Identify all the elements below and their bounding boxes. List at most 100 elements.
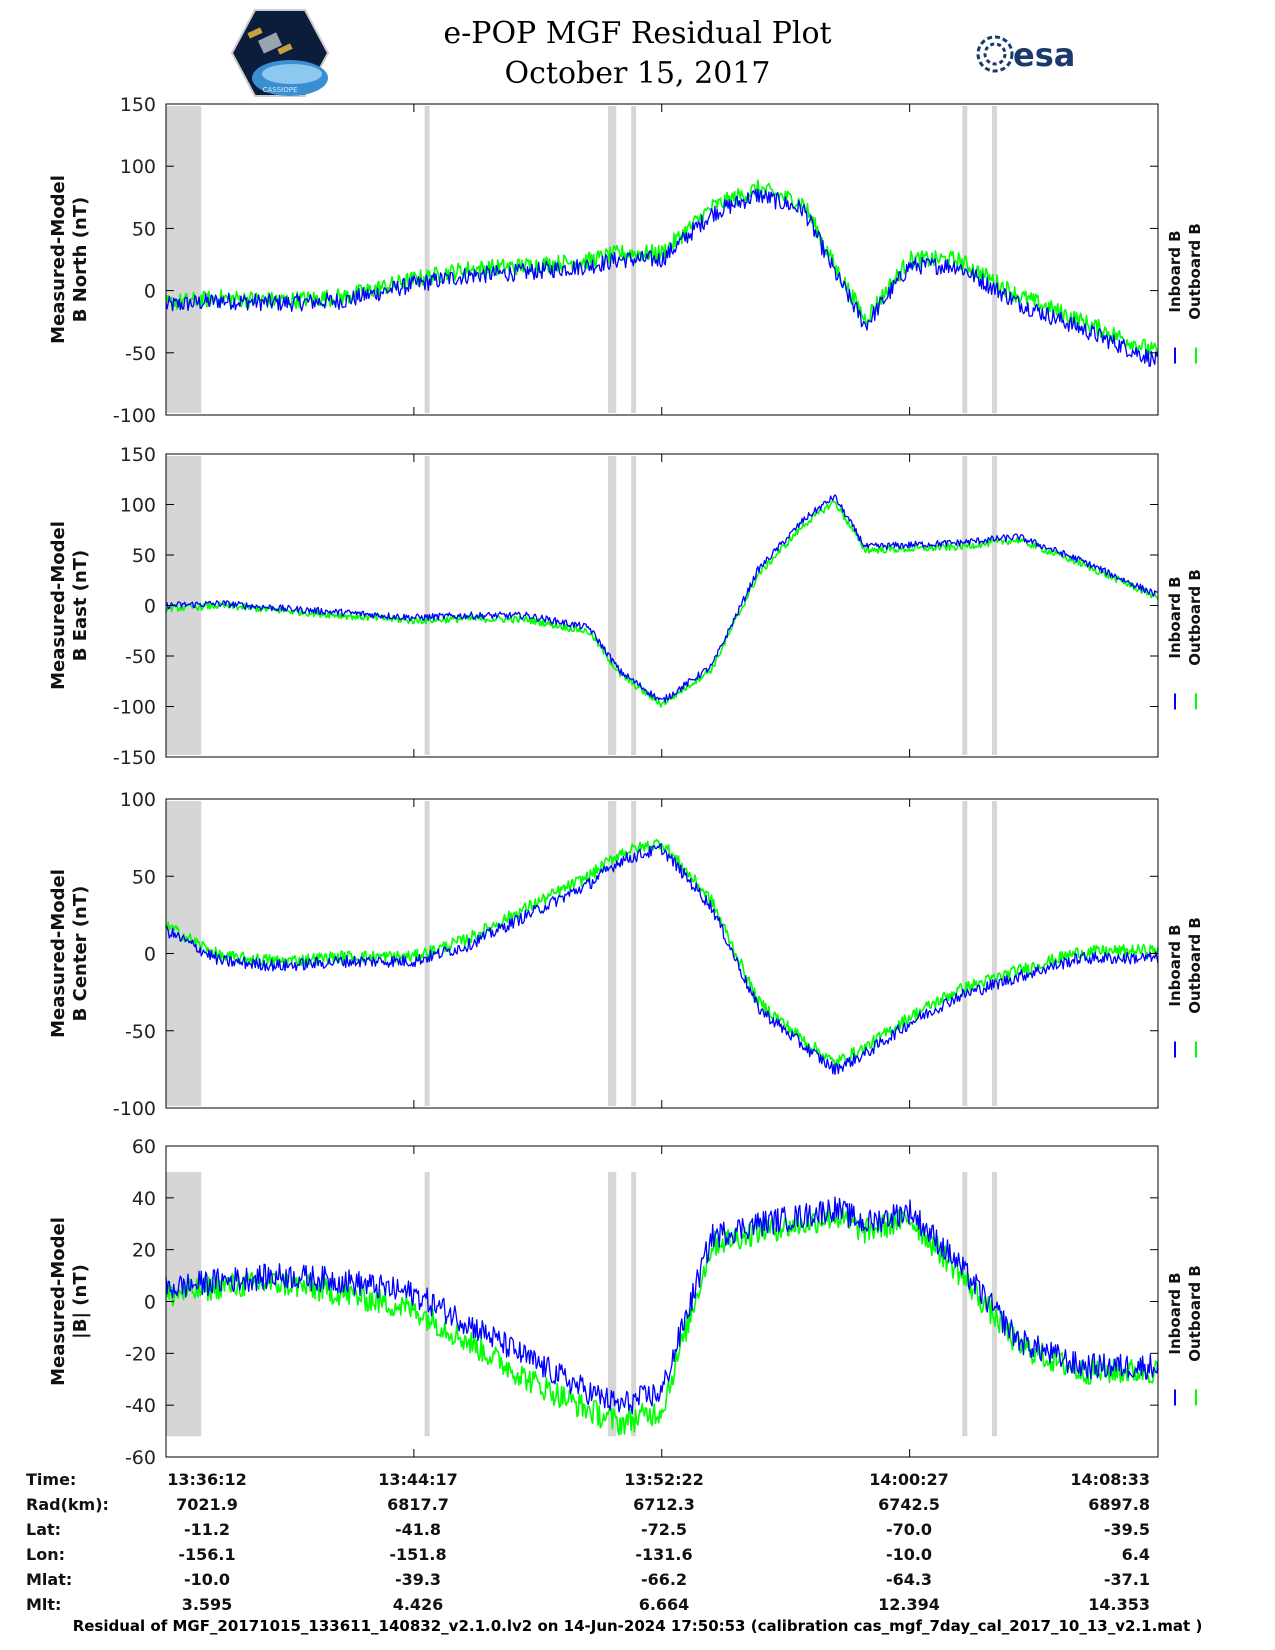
y-tick-label: 150 — [120, 94, 156, 116]
y-tick-label: 20 — [132, 1240, 156, 1262]
ephemeris-cell: -64.3 — [886, 1570, 932, 1589]
ephemeris-cell: -66.2 — [641, 1570, 687, 1589]
series-inboard-line — [165, 843, 1159, 1076]
grey-band — [962, 801, 968, 1106]
grey-band — [424, 106, 430, 413]
ephemeris-row-label: Lat: — [26, 1520, 61, 1539]
y-tick-label: 100 — [120, 156, 156, 178]
cassiope-logo: CASSIOPE — [230, 9, 330, 97]
ephemeris-cell: -70.0 — [886, 1520, 932, 1539]
y-tick-label: -100 — [113, 405, 156, 427]
ephemeris-cell: -10.0 — [886, 1545, 932, 1564]
ephemeris-row-label: Lon: — [26, 1545, 65, 1564]
legend-inboard-label: Inboard B — [1166, 924, 1184, 1006]
y-axis-label-line: Measured-Model — [48, 175, 69, 344]
y-tick-label: 0 — [144, 944, 156, 966]
legend-outboard-label: Outboard B — [1186, 223, 1204, 320]
grey-band — [166, 1171, 202, 1437]
ephemeris-cell: 14:00:27 — [869, 1470, 949, 1489]
y-tick-label: 100 — [120, 789, 156, 811]
ephemeris-cell: 14:08:33 — [1070, 1470, 1150, 1489]
legend: Inboard B Outboard B — [1166, 223, 1204, 364]
y-tick-label: -100 — [113, 1098, 156, 1120]
ephemeris-cell: -11.2 — [184, 1520, 230, 1539]
series-outboard-line — [165, 838, 1159, 1069]
legend-inboard-label: Inboard B — [1166, 576, 1184, 658]
grey-band — [424, 456, 430, 755]
legend: Inboard B Outboard B — [1166, 569, 1204, 710]
y-tick-label: -150 — [113, 747, 156, 769]
title-block: e-POP MGF Residual Plot October 15, 2017 — [0, 14, 1275, 94]
y-axis-label-line: B Center (nT) — [70, 886, 91, 1022]
grey-band — [608, 801, 617, 1106]
y-axis-label: Measured-ModelB East (nT) — [48, 521, 91, 690]
grey-band — [166, 106, 202, 413]
y-tick-label: -50 — [125, 1021, 156, 1043]
grey-band — [608, 1171, 617, 1437]
ephemeris-cell: 13:36:12 — [167, 1470, 247, 1489]
y-tick-label: 150 — [120, 444, 156, 466]
ephemeris-cell: -41.8 — [395, 1520, 441, 1539]
series-outboard-line — [165, 179, 1159, 358]
ephemeris-cell: -39.5 — [1104, 1520, 1150, 1539]
ephemeris-cell: 13:52:22 — [624, 1470, 704, 1489]
y-tick-label: 60 — [132, 1136, 156, 1158]
ephemeris-cell: 6742.5 — [878, 1495, 940, 1514]
ephemeris-cell: 3.595 — [182, 1595, 233, 1610]
ephemeris-cell: 6.4 — [1122, 1545, 1150, 1564]
ephemeris-cell: -151.8 — [389, 1545, 446, 1564]
ephemeris-cell: -72.5 — [641, 1520, 687, 1539]
legend-inboard-label: Inboard B — [1166, 1272, 1184, 1354]
esa-logo-text: esa — [1013, 36, 1075, 74]
ephemeris-cell: -39.3 — [395, 1570, 441, 1589]
ephemeris-cell: 13:44:17 — [378, 1470, 458, 1489]
y-axis-label-line: Measured-Model — [48, 521, 69, 690]
grey-band — [631, 1171, 637, 1437]
legend-outboard-label: Outboard B — [1186, 569, 1204, 666]
series-inboard-line — [165, 494, 1159, 703]
y-tick-label: -40 — [125, 1395, 156, 1417]
ephemeris-cell: -156.1 — [178, 1545, 235, 1564]
plot-date: October 15, 2017 — [504, 56, 771, 91]
grey-band — [424, 1171, 430, 1437]
y-tick-label: -50 — [125, 646, 156, 668]
ephemeris-cell: -37.1 — [1104, 1570, 1150, 1589]
plot-title: e-POP MGF Residual Plot — [443, 16, 832, 51]
ephemeris-row-label: Time: — [26, 1470, 76, 1489]
footer-caption: Residual of MGF_20171015_133611_140832_v… — [72, 1617, 1203, 1635]
grey-band — [991, 801, 997, 1106]
ephemeris-row-label: Mlt: — [26, 1595, 61, 1610]
y-tick-label: 50 — [132, 866, 156, 888]
panel-1: 150 100 50 0 -50 -100 Measured-ModelB North (n… — [48, 94, 1204, 427]
panel-3: 100 50 0 -50 -100 Measured-ModelB Center (nT)… — [48, 789, 1204, 1120]
ephemeris-cell: 12.394 — [878, 1595, 940, 1610]
ephemeris-cell: 6897.8 — [1088, 1495, 1150, 1514]
esa-logo: esa — [976, 35, 1075, 74]
y-axis-label-line: B East (nT) — [70, 550, 91, 662]
y-tick-label: 0 — [144, 1292, 156, 1314]
grey-band — [991, 1171, 997, 1437]
y-tick-label: -60 — [125, 1447, 156, 1469]
plot-frame — [165, 453, 1159, 758]
y-tick-label: 100 — [120, 495, 156, 517]
y-tick-label: 50 — [132, 218, 156, 240]
series-inboard-line — [165, 188, 1159, 367]
legend-outboard-label: Outboard B — [1186, 917, 1204, 1014]
grey-band — [608, 456, 617, 755]
legend: Inboard B Outboard B — [1166, 1265, 1204, 1406]
ephemeris-cell: 6817.7 — [387, 1495, 449, 1514]
y-tick-label: 50 — [132, 545, 156, 567]
grey-band — [991, 106, 997, 413]
cassiope-logo-text: CASSIOPE — [263, 86, 298, 94]
ephemeris-row-label: Mlat: — [26, 1570, 72, 1589]
grey-band — [962, 1171, 968, 1437]
y-tick-label: -100 — [113, 697, 156, 719]
y-tick-label: 0 — [144, 596, 156, 618]
y-axis-label-line: |B| (nT) — [70, 1264, 91, 1339]
ephemeris-row-label: Rad(km): — [26, 1495, 109, 1514]
ephemeris-table: Time: Rad(km): Lat: Lon: Mlat: Mlt: 13:36:12 70… — [26, 1470, 1150, 1610]
ephemeris-cell: 6.664 — [639, 1595, 690, 1610]
panel-2: 150 100 50 0 -50 -100 -150 Measured-ModelB East… — [48, 444, 1204, 769]
grey-band — [962, 456, 968, 755]
